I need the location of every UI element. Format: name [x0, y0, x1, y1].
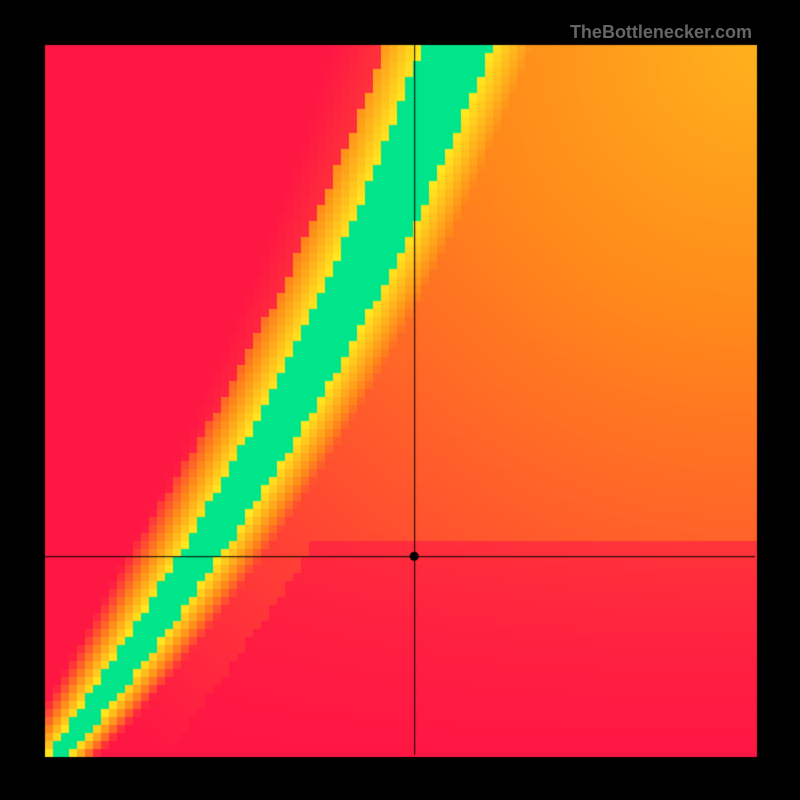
watermark-text: TheBottlenecker.com	[570, 22, 752, 43]
heatmap-canvas	[0, 0, 800, 800]
chart-container: TheBottlenecker.com	[0, 0, 800, 800]
